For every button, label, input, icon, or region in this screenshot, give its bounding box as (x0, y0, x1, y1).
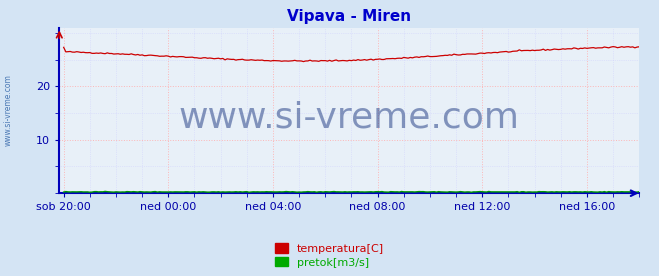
Text: www.si-vreme.com: www.si-vreme.com (179, 100, 520, 134)
Text: www.si-vreme.com: www.si-vreme.com (3, 75, 13, 146)
Title: Vipava - Miren: Vipava - Miren (287, 9, 411, 24)
Legend: temperatura[C], pretok[m3/s]: temperatura[C], pretok[m3/s] (275, 243, 384, 268)
